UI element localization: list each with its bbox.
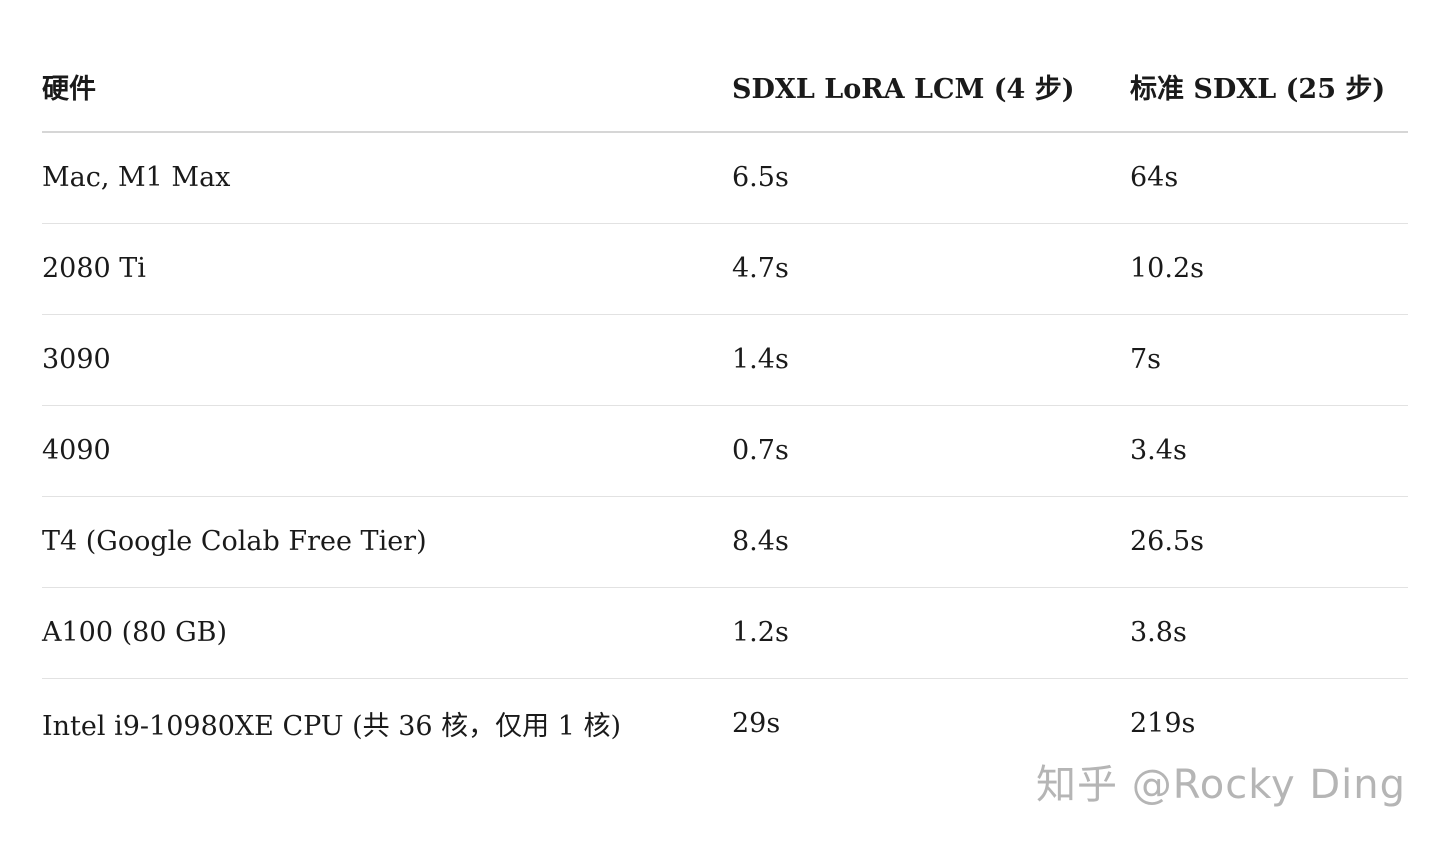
header-sdxl-lora-lcm: SDXL LoRA LCM (4 步) — [732, 42, 1130, 133]
cell-lcm-time: 1.2s — [732, 587, 1130, 679]
cell-standard-time: 64s — [1130, 132, 1408, 224]
header-hardware: 硬件 — [42, 42, 732, 133]
table-body: Mac, M1 Max 6.5s 64s 2080 Ti 4.7s 10.2s … — [42, 132, 1408, 769]
cell-lcm-time: 8.4s — [732, 496, 1130, 588]
cell-hardware: 3090 — [42, 314, 732, 406]
table-row: A100 (80 GB) 1.2s 3.8s — [42, 587, 1408, 679]
cell-standard-time: 219s — [1130, 708, 1196, 740]
cell-lcm-time: 1.4s — [732, 314, 1130, 406]
table-row: 4090 0.7s 3.4s — [42, 405, 1408, 497]
cell-hardware: Intel i9-10980XE CPU (共 36 核，仅用 1 核) — [42, 711, 622, 743]
table-row: Intel i9-10980XE CPU (共 36 核，仅用 1 核) 29s… — [42, 678, 1408, 769]
cell-hardware: T4 (Google Colab Free Tier) — [42, 496, 732, 588]
header-row: 硬件 SDXL LoRA LCM (4 步) 标准 SDXL (25 步) — [42, 42, 1408, 133]
cell-hardware: 2080 Ti — [42, 223, 732, 315]
table-row: T4 (Google Colab Free Tier) 8.4s 26.5s — [42, 496, 1408, 588]
cell-hardware: A100 (80 GB) — [42, 587, 732, 679]
zhihu-watermark: 知乎 @Rocky Ding — [1036, 762, 1406, 808]
cell-lcm-time: 0.7s — [732, 405, 1130, 497]
table-row: 3090 1.4s 7s — [42, 314, 1408, 406]
benchmark-table-container: 硬件 SDXL LoRA LCM (4 步) 标准 SDXL (25 步) Ma… — [42, 42, 1408, 769]
cell-hardware: 4090 — [42, 405, 732, 497]
table-header: 硬件 SDXL LoRA LCM (4 步) 标准 SDXL (25 步) — [42, 42, 1408, 133]
cell-lcm-time: 29s — [732, 708, 781, 740]
header-standard-sdxl: 标准 SDXL (25 步) — [1130, 42, 1408, 133]
benchmark-table: 硬件 SDXL LoRA LCM (4 步) 标准 SDXL (25 步) Ma… — [42, 42, 1408, 769]
table-row: Mac, M1 Max 6.5s 64s — [42, 132, 1408, 224]
cell-standard-time: 10.2s — [1130, 223, 1408, 315]
table-row: 2080 Ti 4.7s 10.2s — [42, 223, 1408, 315]
cell-standard-time: 3.8s — [1130, 587, 1408, 679]
cell-lcm-time: 6.5s — [732, 132, 1130, 224]
cell-standard-time: 3.4s — [1130, 405, 1408, 497]
cell-standard-time: 7s — [1130, 314, 1408, 406]
cell-hardware: Mac, M1 Max — [42, 132, 732, 224]
cell-lcm-time: 4.7s — [732, 223, 1130, 315]
cell-standard-time: 26.5s — [1130, 496, 1408, 588]
